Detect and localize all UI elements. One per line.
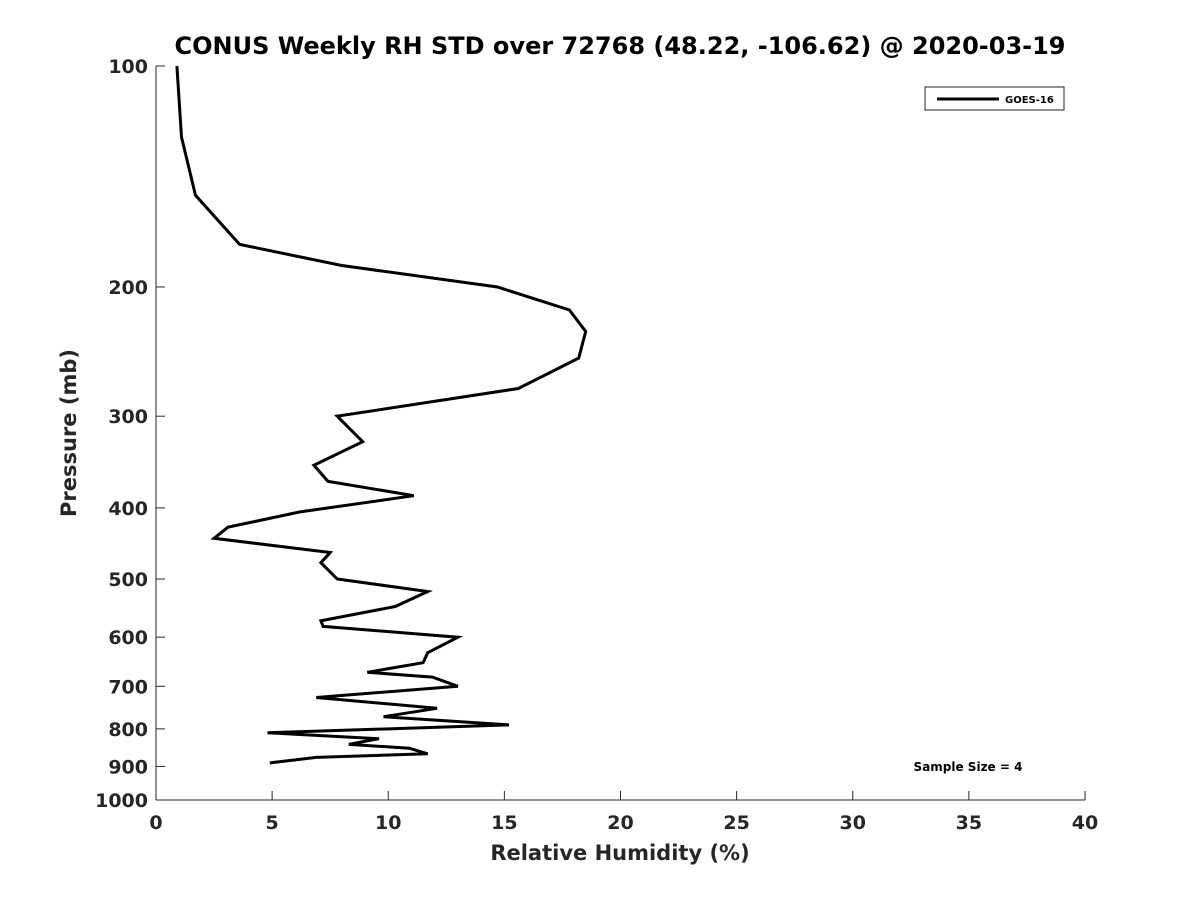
legend: GOES-16	[924, 86, 1065, 111]
x-tick-label: 25	[723, 812, 749, 834]
x-tick-label: 35	[956, 812, 982, 834]
x-axis-label: Relative Humidity (%)	[490, 841, 749, 865]
y-tick-label: 400	[108, 498, 148, 520]
y-tick-label: 1000	[95, 790, 148, 812]
x-tick-label: 10	[375, 812, 401, 834]
x-tick-label: 15	[491, 812, 517, 834]
x-tick-label: 20	[607, 812, 633, 834]
chart-title: CONUS Weekly RH STD over 72768 (48.22, -…	[174, 32, 1065, 60]
series-line-goes-16	[175, 65, 588, 765]
x-tick-label: 5	[266, 812, 279, 834]
y-tick-label: 200	[108, 277, 148, 299]
axes	[155, 66, 1085, 801]
x-tick-label: 0	[149, 812, 162, 834]
y-tick-label: 500	[108, 569, 148, 591]
x-tick-label: 40	[1072, 812, 1098, 834]
y-tick-label: 100	[108, 56, 148, 78]
y-tick-label: 300	[108, 406, 148, 428]
y-tick-label: 800	[108, 719, 148, 741]
x-tick-label: 30	[840, 812, 866, 834]
legend-entry-goes-16: GOES-16	[1005, 95, 1054, 106]
y-tick-label: 600	[108, 627, 148, 649]
y-tick-label: 700	[108, 676, 148, 698]
sample-size-annotation: Sample Size = 4	[914, 760, 1023, 774]
x-ticks: 0 5 10 15 20 25 30 35 40	[149, 791, 1098, 834]
series-group	[175, 65, 588, 765]
y-ticks: 100 200 300 400 500 600 700 800 900 1000	[95, 56, 165, 812]
y-axis-label: Pressure (mb)	[57, 349, 81, 517]
y-tick-label: 900	[108, 756, 148, 778]
